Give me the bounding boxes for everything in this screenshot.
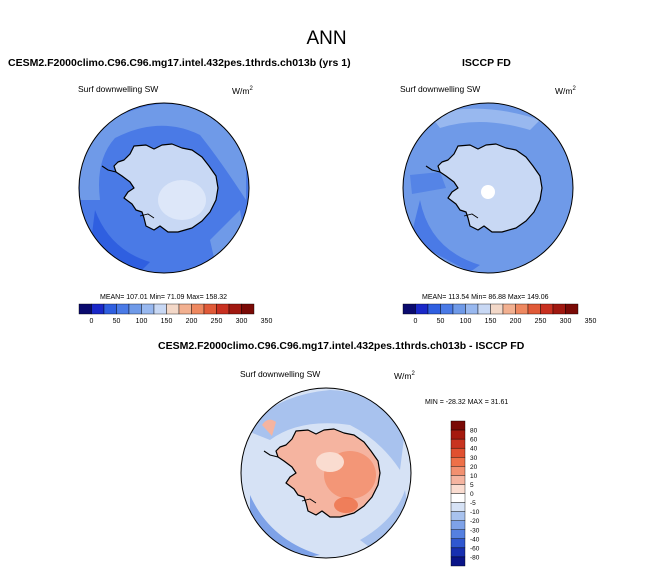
- colorbar-swatch: [178, 303, 192, 315]
- colorbar-swatch: [450, 484, 466, 494]
- colorbar-swatch: [477, 303, 491, 315]
- colorbar-tick-label: 100: [136, 318, 148, 325]
- figure-title: ANN: [306, 28, 347, 49]
- colorbar-tick-label: 80: [470, 428, 478, 435]
- colorbar-swatch: [203, 303, 217, 315]
- colorbar-swatch: [465, 303, 479, 315]
- colorbar-swatch: [452, 303, 466, 315]
- obs-polar-map: [402, 102, 574, 274]
- difference-colorbar: 80 60 40 30 20 10 5 0 -5 -10 -20 -30 -40 -60 -80: [450, 420, 480, 567]
- colorbar-tick-label: -5: [470, 500, 476, 507]
- colorbar-swatch: [552, 303, 566, 315]
- colorbar-tick-label: 200: [510, 318, 522, 325]
- colorbar-tick-label: -30: [470, 527, 480, 534]
- colorbar-swatch: [450, 556, 466, 567]
- colorbar-swatch: [450, 475, 466, 485]
- colorbar-tick-label: 10: [470, 473, 478, 480]
- colorbar-swatch: [540, 303, 554, 315]
- colorbar-swatch: [402, 303, 416, 315]
- colorbar-tick-label: 0: [90, 318, 94, 325]
- colorbar-swatch: [241, 303, 255, 315]
- colorbar-tick-label: 40: [470, 446, 478, 453]
- colorbar-swatch: [450, 493, 466, 503]
- colorbar-tick-label: 50: [113, 318, 121, 325]
- colorbar-tick-label: 150: [161, 318, 173, 325]
- colorbar-swatch: [450, 529, 466, 540]
- colorbar-swatch: [450, 466, 466, 476]
- colorbar-swatch: [502, 303, 516, 315]
- colorbar-swatch: [228, 303, 242, 315]
- colorbar-tick-label: 100: [460, 318, 472, 325]
- colorbar-swatch: [91, 303, 105, 315]
- panel-1-stats: MEAN= 107.01 Min= 71.09 Max= 158.32: [100, 294, 228, 301]
- colorbar-tick-label: -10: [470, 509, 480, 516]
- colorbar-swatch: [450, 420, 466, 431]
- colorbar-swatch: [440, 303, 454, 315]
- colorbar-swatch: [427, 303, 441, 315]
- colorbar-swatch: [450, 438, 466, 449]
- colorbar-tick-label: 50: [437, 318, 445, 325]
- colorbar-tick-label: 250: [211, 318, 223, 325]
- colorbar-swatch: [490, 303, 504, 315]
- colorbar-tick-label: 60: [470, 437, 478, 444]
- colorbar-tick-label: -80: [470, 554, 480, 561]
- colorbar-swatch: [450, 447, 466, 458]
- colorbar-tick-label: 250: [535, 318, 547, 325]
- panel-2-stats: MEAN= 113.54 Min= 86.88 Max= 149.06: [422, 294, 549, 301]
- colorbar-tick-label: -20: [470, 518, 480, 525]
- colorbar-swatch: [141, 303, 155, 315]
- colorbar-swatch: [450, 502, 466, 512]
- colorbar-swatch: [527, 303, 541, 315]
- colorbar-tick-label: 300: [236, 318, 248, 325]
- colorbar-swatch: [128, 303, 142, 315]
- panel-3-stats: MIN = -28.32 MAX = 31.61: [425, 399, 509, 406]
- panel-3-units: W/m2: [394, 371, 415, 381]
- diff-polar-map: [240, 387, 412, 559]
- panel-1-variable: Surf downwelling SW: [78, 84, 159, 94]
- colorbar-swatch: [78, 303, 92, 315]
- colorbar-tick-label: 0: [470, 491, 474, 498]
- colorbar-swatch: [166, 303, 180, 315]
- colorbar-swatch: [116, 303, 130, 315]
- colorbar-swatch: [103, 303, 117, 315]
- colorbar-swatch: [191, 303, 205, 315]
- panel-2-colorbar: 0 50 100 150 200 250 300 350: [402, 303, 597, 325]
- colorbar-tick-label: 0: [414, 318, 418, 325]
- colorbar-swatch: [450, 429, 466, 440]
- panel-1-units: W/m2: [232, 86, 253, 96]
- colorbar-tick-label: 5: [470, 482, 474, 489]
- colorbar-tick-label: -40: [470, 536, 480, 543]
- colorbar-swatch: [450, 538, 466, 549]
- colorbar-tick-label: -60: [470, 545, 480, 552]
- colorbar-tick-label: 150: [485, 318, 497, 325]
- colorbar-swatch: [450, 457, 466, 467]
- colorbar-swatch: [415, 303, 429, 315]
- colorbar-tick-label: 20: [470, 464, 478, 471]
- model-polar-map: [78, 102, 250, 274]
- colorbar-swatch: [565, 303, 579, 315]
- panel-1-title: CESM2.F2000climo.C96.C96.mg17.intel.432p…: [8, 57, 351, 69]
- panel-3-variable: Surf downwelling SW: [240, 369, 321, 379]
- panel-2-title: ISCCP FD: [462, 57, 511, 69]
- colorbar-swatch: [450, 547, 466, 558]
- colorbar-tick-label: 350: [261, 318, 273, 325]
- colorbar-swatch: [153, 303, 167, 315]
- colorbar-swatch: [450, 520, 466, 530]
- colorbar-swatch: [515, 303, 529, 315]
- colorbar-swatch: [450, 511, 466, 521]
- panel-2-units: W/m2: [555, 86, 576, 96]
- panel-1-colorbar: 0 50 100 150 200 250 300 350: [78, 303, 273, 325]
- colorbar-swatch: [216, 303, 230, 315]
- colorbar-tick-label: 200: [186, 318, 198, 325]
- panel-3-title: CESM2.F2000climo.C96.C96.mg17.intel.432p…: [158, 340, 525, 352]
- colorbar-tick-label: 350: [585, 318, 597, 325]
- colorbar-tick-label: 300: [560, 318, 572, 325]
- colorbar-tick-label: 30: [470, 455, 478, 462]
- panel-2-variable: Surf downwelling SW: [400, 84, 481, 94]
